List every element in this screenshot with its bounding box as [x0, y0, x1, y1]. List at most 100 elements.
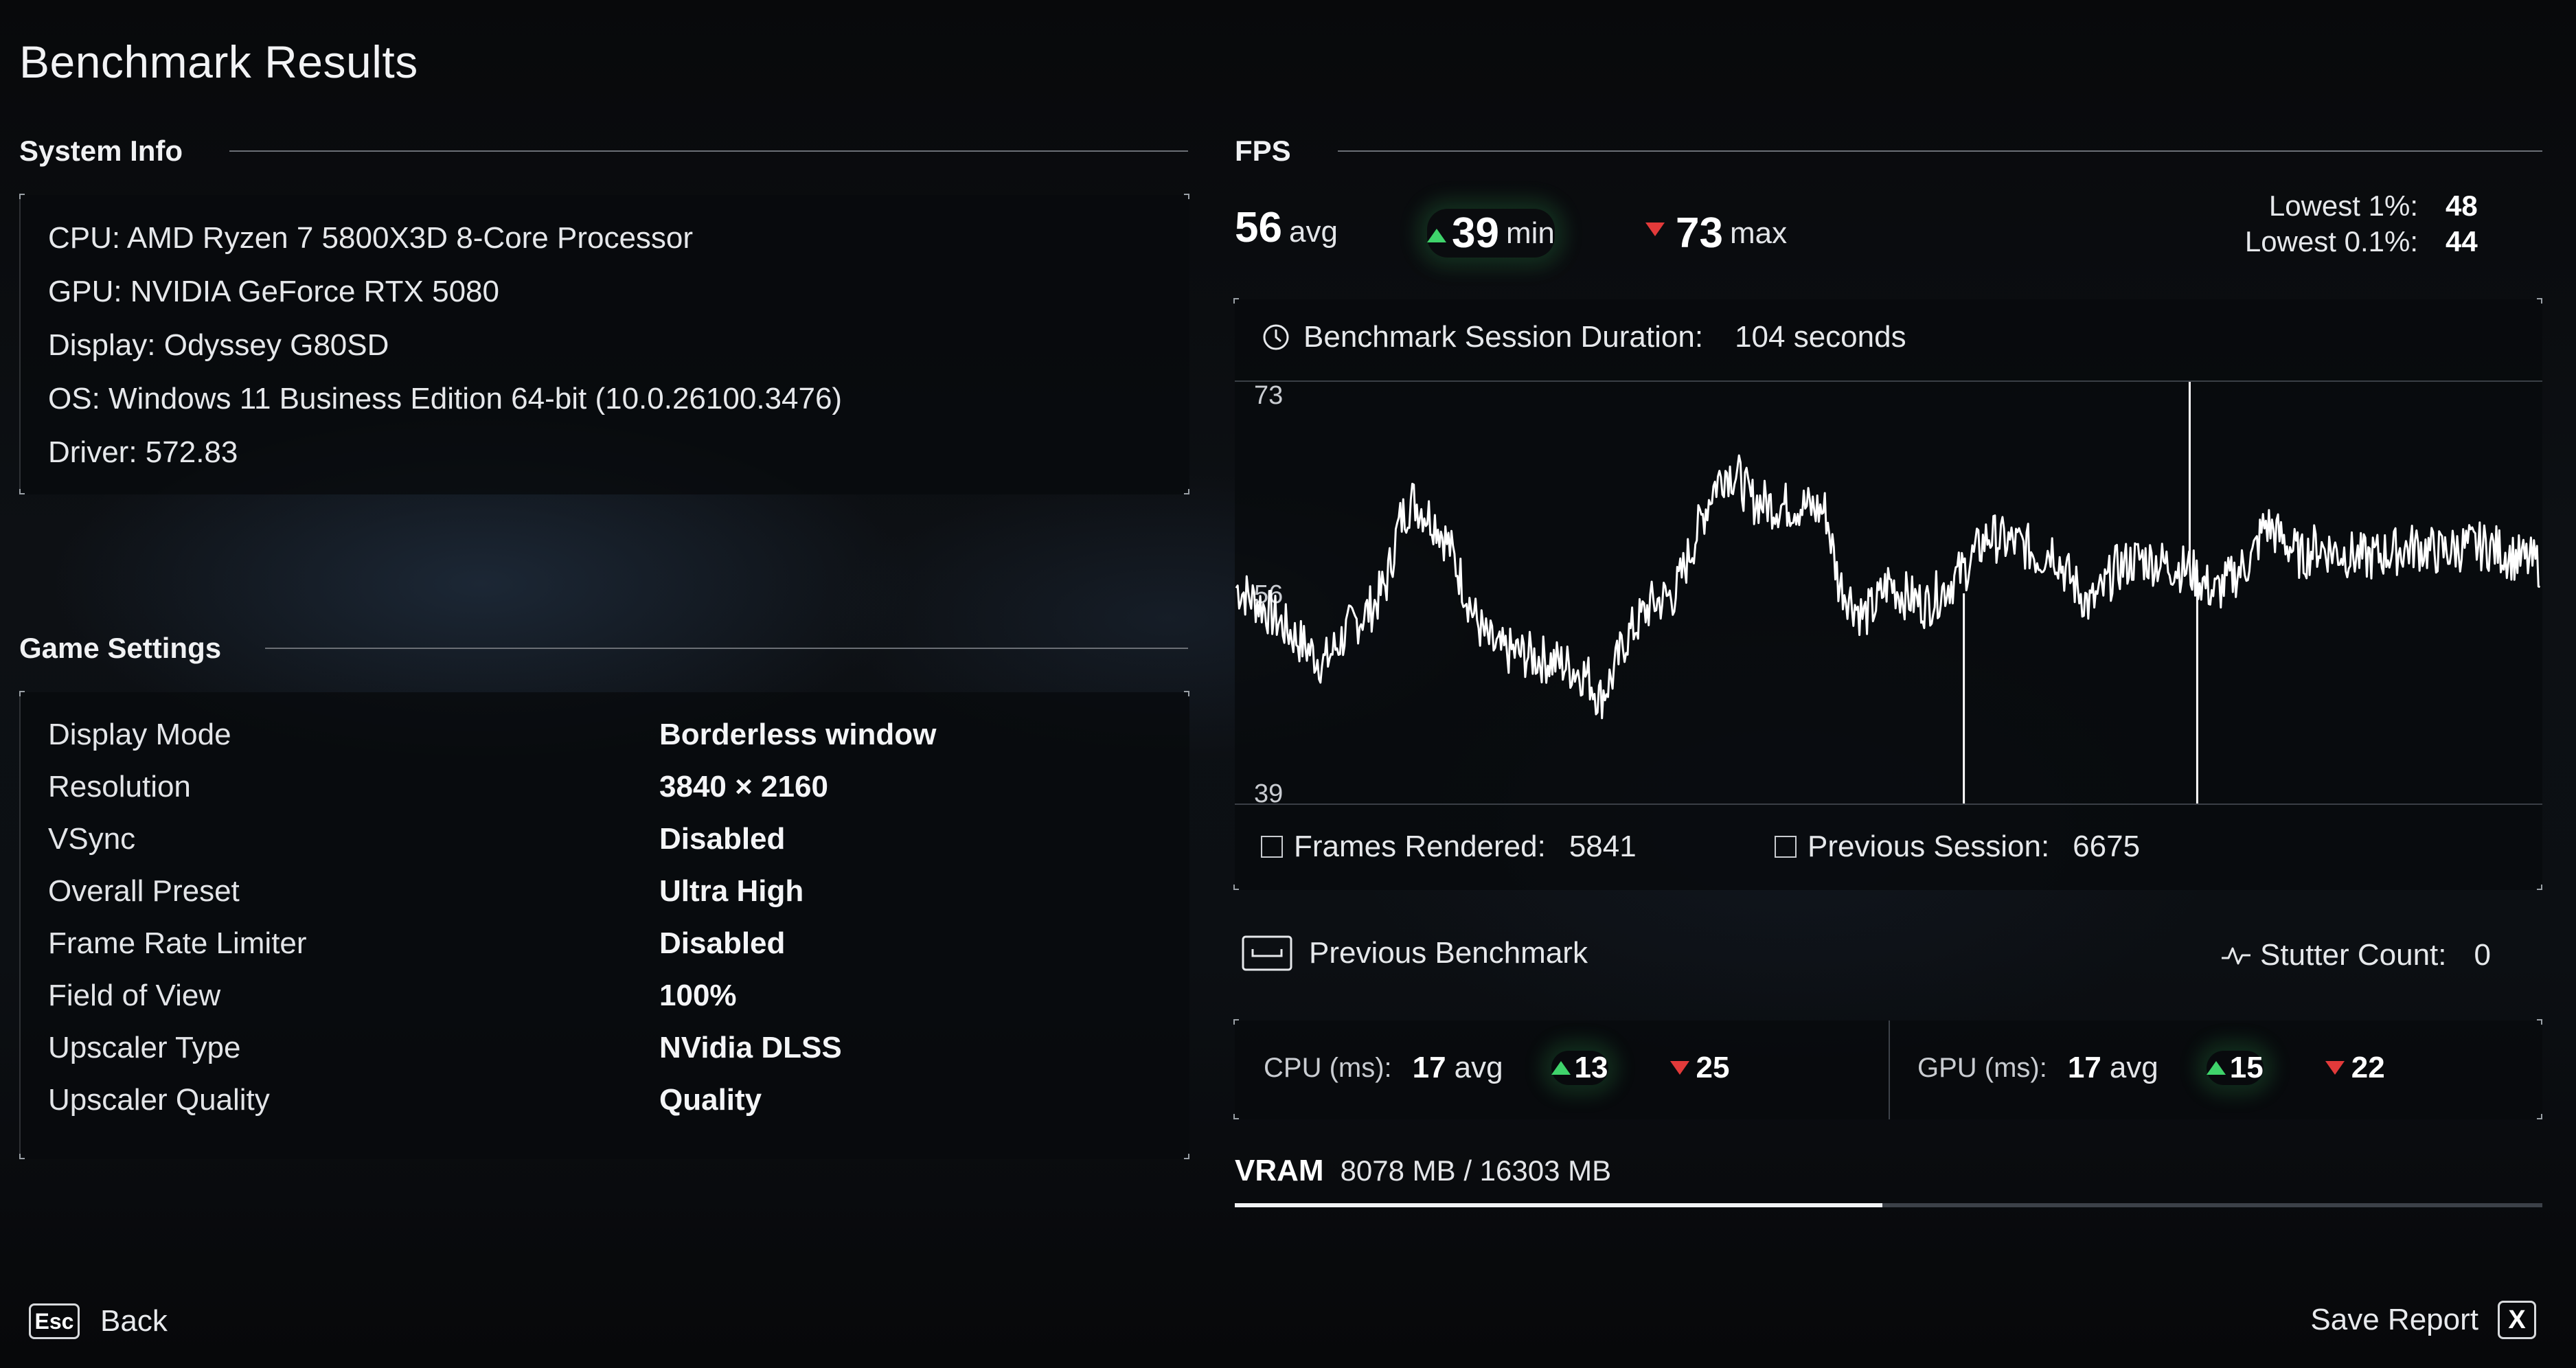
fps-avg: 56 avg	[1235, 203, 1338, 252]
cpu-frametime: CPU (ms): 17 avg 13 25	[1264, 1051, 1729, 1085]
page-title: Benchmark Results	[19, 36, 418, 87]
panel-corner	[2537, 1114, 2542, 1119]
fps-avg-value: 56	[1235, 204, 1282, 251]
y-tick-label: 73	[1254, 381, 1283, 410]
previous-benchmark-button[interactable]: Previous Benchmark	[1242, 935, 1588, 971]
panel-corner	[19, 489, 25, 494]
previous-session-label: Previous Session:	[1808, 830, 2050, 863]
cpu-ms-min: 13	[1551, 1051, 1608, 1085]
arrow-up-icon	[1427, 228, 1446, 242]
panel-corner	[2537, 1019, 2542, 1025]
setting-label: VSync	[48, 822, 136, 856]
setting-value: 100%	[659, 979, 737, 1012]
panel-corner	[1184, 489, 1189, 494]
cpu-ms-min-value: 13	[1574, 1051, 1608, 1084]
fps-series-line	[1235, 454, 2540, 720]
panel-corner	[19, 691, 25, 696]
fps-min-value: 39	[1452, 209, 1499, 257]
gpu-frametime: GPU (ms): 17 avg 15 22	[1917, 1051, 2385, 1085]
stutter-count-value: 0	[2474, 938, 2491, 972]
previous-benchmark-icon	[1242, 935, 1292, 971]
fps-max-unit: max	[1729, 216, 1788, 250]
panel-corner	[1184, 194, 1189, 199]
setting-value: Quality	[659, 1083, 762, 1117]
setting-row-upscaler-type[interactable]: Upscaler Type NVidia DLSS	[48, 1022, 1189, 1074]
setting-row-display-mode[interactable]: Display Mode Borderless window	[48, 709, 1189, 761]
setting-value: Disabled	[659, 822, 786, 856]
save-report-button[interactable]: Save Report X	[2310, 1301, 2536, 1339]
frametime-divider	[1889, 1021, 1890, 1119]
cpu-ms-avg-unit: avg	[1454, 1051, 1503, 1084]
frames-rendered-value: 5841	[1569, 830, 1637, 863]
gpu-ms-max-value: 22	[2351, 1051, 2385, 1084]
fps-graph-panel: Benchmark Session Duration: 104 seconds …	[1233, 298, 2542, 890]
frametime-panel: CPU (ms): 17 avg 13 25 GPU (ms): 17 avg …	[1233, 1019, 2542, 1119]
session-duration-label: Benchmark Session Duration:	[1303, 320, 1704, 354]
back-button[interactable]: Esc Back	[29, 1303, 168, 1339]
panel-corner	[2537, 885, 2542, 890]
cpu-info: CPU: AMD Ryzen 7 5800X3D 8-Core Processo…	[48, 221, 694, 255]
y-tick-label: 39	[1254, 779, 1283, 806]
setting-value: Ultra High	[659, 874, 804, 908]
game-settings-heading: Game Settings	[19, 632, 222, 664]
arrow-down-icon	[1645, 222, 1665, 236]
fps-heading: FPS	[1235, 135, 1291, 167]
gpu-ms-avg: 17	[2067, 1051, 2101, 1084]
panel-corner	[1233, 885, 1239, 890]
vram-bar-fill	[1235, 1203, 1883, 1207]
game-settings-panel: Display Mode Borderless window Resolutio…	[19, 691, 1189, 1159]
cpu-ms-avg: 17	[1412, 1051, 1446, 1084]
setting-row-vsync[interactable]: VSync Disabled	[48, 813, 1189, 865]
panel-corner	[1233, 1114, 1239, 1119]
lowest-01-label: Lowest 0.1%:	[2244, 225, 2418, 258]
stutter-count: Stutter Count: 0	[2220, 938, 2491, 972]
x-key-icon: X	[2498, 1301, 2536, 1339]
cpu-ms-max-value: 25	[1696, 1051, 1730, 1084]
gpu-ms-min-value: 15	[2229, 1051, 2264, 1084]
arrow-up-icon	[1551, 1061, 1571, 1075]
section-divider	[1337, 150, 2542, 152]
gpu-ms-max: 22	[2325, 1051, 2385, 1085]
lowest-1-label: Lowest 1%:	[2268, 190, 2418, 222]
lowest-01-value: 44	[2446, 225, 2478, 258]
lowest-1-value: 48	[2446, 190, 2478, 222]
display-info: Display: Odyssey G80SD	[48, 328, 389, 362]
fps-max: 73 max	[1645, 209, 1787, 258]
gpu-ms-avg-unit: avg	[2109, 1051, 2158, 1084]
gpu-ms-min: 15	[2206, 1051, 2264, 1085]
setting-label: Upscaler Type	[48, 1031, 241, 1064]
system-info-heading: System Info	[19, 135, 183, 167]
section-divider	[265, 648, 1188, 649]
checkbox-icon	[1261, 836, 1283, 858]
fps-max-value: 73	[1676, 209, 1723, 257]
setting-value: Disabled	[659, 926, 786, 960]
fps-avg-unit: avg	[1288, 215, 1338, 249]
session-duration: Benchmark Session Duration: 104 seconds	[1261, 320, 1906, 354]
vram-label: VRAM	[1235, 1154, 1324, 1187]
section-divider	[229, 150, 1188, 152]
setting-value: NVidia DLSS	[659, 1031, 842, 1064]
setting-row-resolution[interactable]: Resolution 3840 × 2160	[48, 761, 1189, 813]
back-label: Back	[100, 1304, 168, 1338]
setting-row-upscaler-quality[interactable]: Upscaler Quality Quality	[48, 1074, 1189, 1126]
setting-row-field-of-view[interactable]: Field of View 100%	[48, 970, 1189, 1022]
lowest-01-percent: Lowest 0.1%: 44	[2245, 225, 2514, 258]
arrow-down-icon	[1669, 1061, 1689, 1075]
stutter-count-label: Stutter Count:	[2260, 938, 2447, 972]
arrow-down-icon	[2325, 1061, 2345, 1075]
checkbox-icon	[1775, 836, 1797, 858]
setting-value: 3840 × 2160	[659, 770, 828, 803]
os-info: OS: Windows 11 Business Edition 64-bit (…	[48, 382, 843, 415]
cpu-ms-label: CPU (ms):	[1264, 1052, 1392, 1083]
panel-corner	[19, 194, 25, 199]
lowest-1-percent: Lowest 1%: 48	[2269, 190, 2514, 223]
system-info-header: System Info	[19, 135, 1188, 168]
pulse-icon	[2222, 947, 2251, 965]
setting-label: Resolution	[48, 770, 191, 803]
panel-corner	[1184, 1154, 1189, 1159]
setting-row-overall-preset[interactable]: Overall Preset Ultra High	[48, 865, 1189, 917]
setting-row-frame-rate-limiter[interactable]: Frame Rate Limiter Disabled	[48, 917, 1189, 970]
setting-label: Overall Preset	[48, 874, 240, 908]
panel-corner	[1184, 691, 1189, 696]
previous-session-value: 6675	[2073, 830, 2141, 863]
